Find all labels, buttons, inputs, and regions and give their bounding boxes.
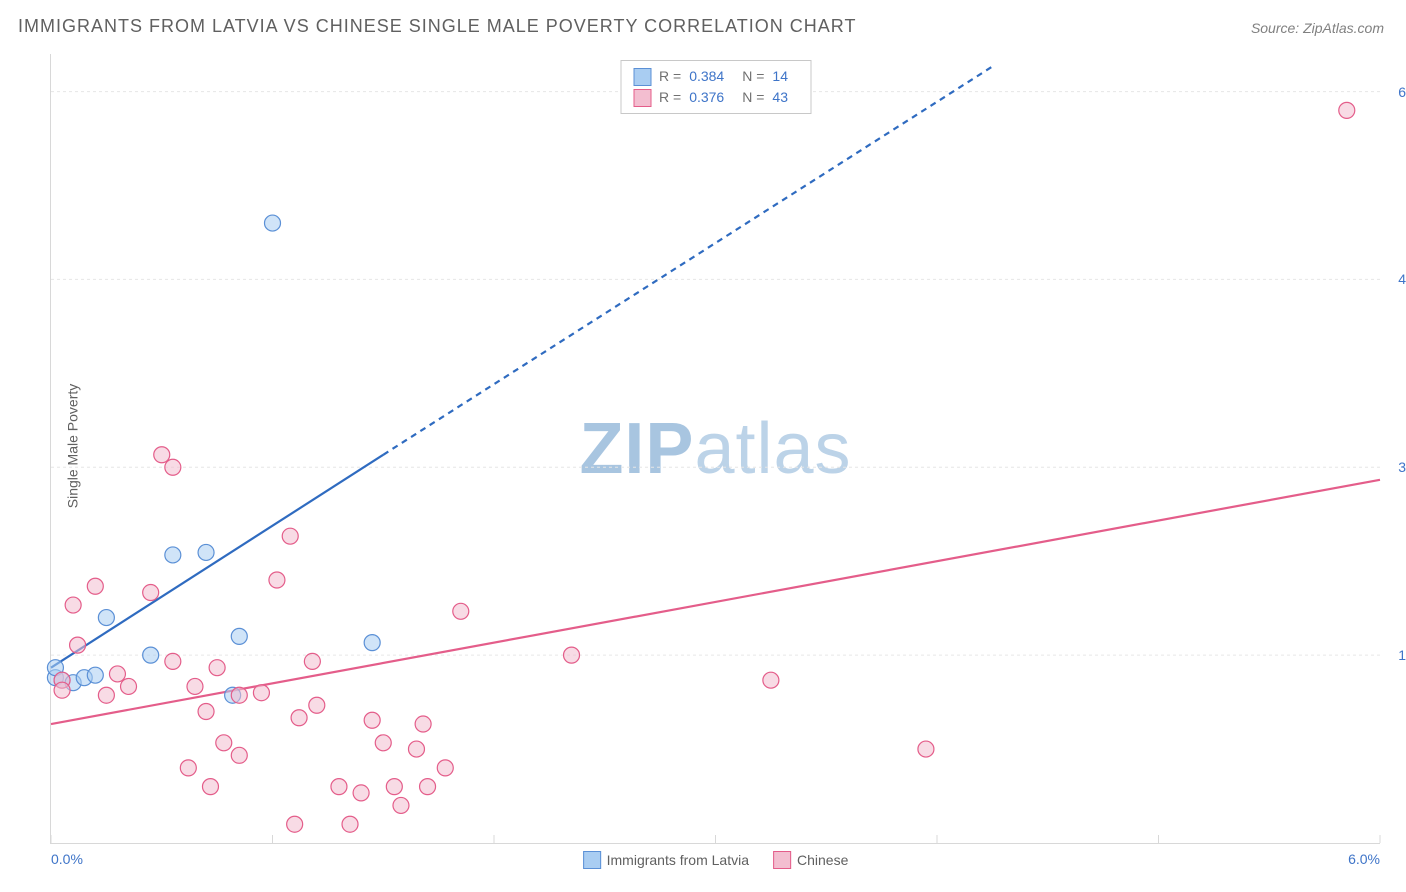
legend-row: R = 0.376 N = 43 — [633, 87, 798, 108]
chart-svg — [51, 54, 1380, 843]
legend-item-label: Chinese — [797, 852, 848, 868]
r-value: 0.384 — [689, 66, 724, 87]
legend-swatch-icon — [633, 68, 651, 86]
legend-swatch-icon — [773, 851, 791, 869]
legend-row: R = 0.384 N = 14 — [633, 66, 798, 87]
n-value: 14 — [772, 66, 788, 87]
legend-item-label: Immigrants from Latvia — [607, 852, 749, 868]
y-tick-label: 60.0% — [1398, 84, 1406, 100]
x-tick-label: 6.0% — [1348, 851, 1380, 867]
chart-title: IMMIGRANTS FROM LATVIA VS CHINESE SINGLE… — [18, 16, 856, 37]
legend-item: Immigrants from Latvia — [583, 851, 749, 869]
y-tick-label: 30.0% — [1398, 459, 1406, 475]
legend-item: Chinese — [773, 851, 848, 869]
r-value: 0.376 — [689, 87, 724, 108]
chart-container: IMMIGRANTS FROM LATVIA VS CHINESE SINGLE… — [0, 0, 1406, 892]
n-label: N = — [742, 66, 764, 87]
source-label: Source: ZipAtlas.com — [1251, 20, 1384, 36]
n-value: 43 — [772, 87, 788, 108]
series-legend: Immigrants from Latvia Chinese — [583, 851, 849, 869]
legend-swatch-icon — [633, 89, 651, 107]
correlation-legend: R = 0.384 N = 14 R = 0.376 N = 43 — [620, 60, 811, 114]
plot-area: ZIPatlas R = 0.384 N = 14 R = 0.376 N = … — [50, 54, 1380, 844]
r-label: R = — [659, 87, 681, 108]
legend-swatch-icon — [583, 851, 601, 869]
r-label: R = — [659, 66, 681, 87]
y-tick-label: 15.0% — [1398, 647, 1406, 663]
n-label: N = — [742, 87, 764, 108]
x-tick-label: 0.0% — [51, 851, 83, 867]
y-tick-label: 45.0% — [1398, 271, 1406, 287]
